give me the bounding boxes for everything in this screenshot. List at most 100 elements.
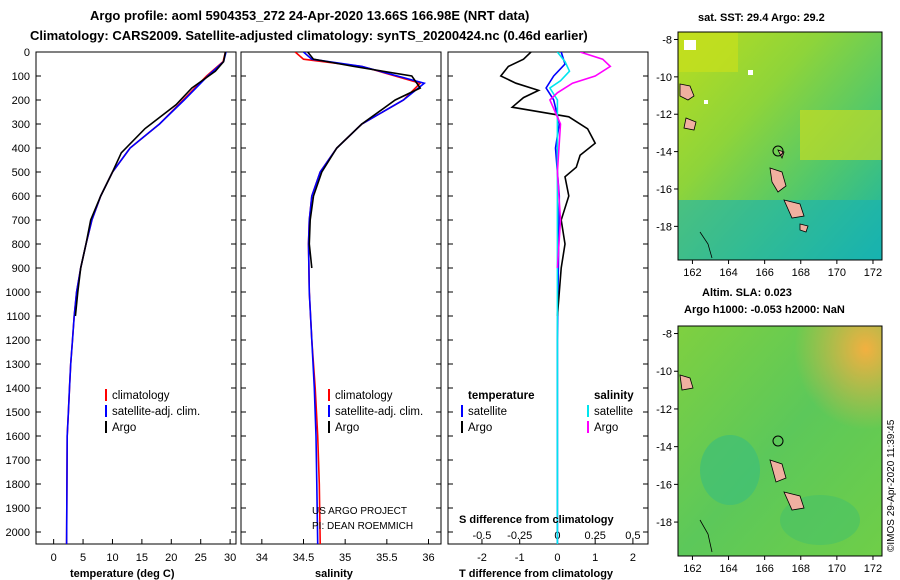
s-diff-tick-label: -0.5 (472, 530, 491, 542)
series-line-satellite-adj-clim- (65, 52, 227, 544)
island-coast (769, 167, 787, 193)
depth-tick-label: 200 (12, 95, 30, 107)
s-diff-tick-label: -0.25 (507, 530, 532, 542)
lat-tick-label: -12 (656, 109, 672, 121)
depth-tick-label: 0 (24, 47, 30, 59)
difference-plot (499, 52, 612, 544)
legend-label-t-satellite: satellite (468, 406, 507, 418)
series-line-climatology (294, 52, 422, 544)
x-tick-label: 25 (195, 552, 207, 564)
x-tick-label: 1 (592, 552, 598, 564)
temperature-xlabel: temperature (deg C) (70, 568, 175, 580)
argo-float-marker (772, 145, 784, 157)
sst-missing-cell (704, 100, 708, 104)
sst-missing-cell (748, 70, 753, 75)
lat-tick-label: -14 (656, 442, 672, 454)
lat-tick-label: -10 (656, 72, 672, 84)
legend-label-argo: Argo (112, 422, 136, 434)
depth-tick-label: 1100 (6, 311, 30, 323)
depth-tick-label: 1500 (6, 407, 30, 419)
legend-title-temperature: temperature (468, 390, 534, 402)
sst-map-title: sat. SST: 29.4 Argo: 29.2 (698, 12, 825, 24)
island-coast (783, 491, 805, 511)
sst-cool-band (678, 200, 882, 260)
depth-tick-label: 1200 (6, 335, 30, 347)
series-line-temperature-satellite (545, 52, 566, 544)
coastline (699, 519, 713, 553)
s-diff-tick-label: 0.25 (584, 530, 605, 542)
s-diff-tick-label: 0.5 (625, 530, 640, 542)
legend-label-t-argo: Argo (468, 422, 492, 434)
series-line-salinity-argo (548, 52, 612, 269)
argo-float-marker (772, 435, 784, 447)
lon-tick-label: 164 (719, 563, 737, 575)
title-line-1: Argo profile: aoml 5904353_272 24-Apr-20… (90, 8, 529, 23)
depth-tick-label: 900 (12, 263, 30, 275)
series-line-climatology (65, 52, 227, 544)
island-coast (783, 199, 805, 219)
lat-tick-label: -8 (662, 329, 672, 341)
depth-tick-label: 500 (12, 167, 30, 179)
lat-tick-label: -16 (656, 184, 672, 196)
island-coast (683, 117, 697, 131)
depth-tick-label: 1400 (6, 383, 30, 395)
salinity-xlabel: salinity (315, 568, 354, 580)
legend-label-argo: Argo (335, 422, 359, 434)
x-tick-label: 34.5 (293, 552, 314, 564)
lon-tick-label: 166 (755, 267, 773, 279)
salinity-legend: climatology satellite-adj. clim. Argo US… (312, 389, 423, 532)
x-tick-label: -2 (477, 552, 487, 564)
x-tick-label: 0 (51, 552, 57, 564)
series-line-argo (307, 52, 422, 269)
t-diff-xlabel: T difference from climatology (459, 568, 614, 580)
temperature-plot (65, 52, 227, 544)
lon-tick-label: 170 (828, 563, 846, 575)
legend-label-satellite: satellite-adj. clim. (335, 406, 423, 418)
sst-warm-patch (678, 32, 738, 72)
temperature-panel-frame (35, 51, 237, 545)
depth-tick-label: 2000 (6, 527, 30, 539)
legend-label-s-satellite: satellite (594, 406, 633, 418)
sst-warm-patch-east (800, 110, 882, 160)
lat-tick-label: -18 (656, 517, 672, 529)
x-tick-label: 35 (339, 552, 351, 564)
lat-tick-label: -12 (656, 404, 672, 416)
sla-map-title-1: Altim. SLA: 0.023 (702, 287, 792, 299)
sla-map-title-2: Argo h1000: -0.053 h2000: NaN (684, 304, 845, 316)
lon-tick-label: 172 (864, 267, 882, 279)
legend-label-climatology: climatology (112, 390, 170, 402)
x-tick-label: 36 (422, 552, 434, 564)
lat-tick-label: -14 (656, 147, 672, 159)
coastline (699, 231, 713, 259)
credit-pi: PI: DEAN ROEMMICH (312, 521, 413, 532)
map-ticks: -8 -10 -12 -14 -16 -18 162 164 166 168 170 172 -8 -10… (656, 34, 882, 575)
depth-tick-label: 700 (12, 215, 30, 227)
legend-label-climatology: climatology (335, 390, 393, 402)
lon-tick-label: 168 (792, 267, 810, 279)
depth-tick-label: 600 (12, 191, 30, 203)
x-tick-label: 2 (630, 552, 636, 564)
island-coast (769, 459, 787, 483)
x-tick-label: 15 (136, 552, 148, 564)
x-tick-label: 35.5 (376, 552, 397, 564)
salinity-panel-frame (240, 51, 442, 545)
salinity-plot (294, 52, 427, 544)
legend-title-salinity: salinity (594, 390, 634, 402)
series-line-argo (74, 52, 227, 317)
s-diff-label: S difference from climatology (459, 514, 615, 526)
sst-missing-cell (684, 40, 696, 50)
island-coast (679, 83, 695, 101)
lat-tick-label: -16 (656, 479, 672, 491)
lat-tick-label: -18 (656, 221, 672, 233)
sst-map (677, 31, 883, 261)
lon-tick-label: 162 (683, 563, 701, 575)
depth-tick-label: 800 (12, 239, 30, 251)
imos-stamp: ©IMOS 29-Apr-2020 11:39:45 (886, 419, 897, 552)
sst-map-frame (677, 31, 883, 261)
depth-tick-label: 400 (12, 143, 30, 155)
title-line-2: Climatology: CARS2009. Satellite-adjuste… (30, 28, 588, 43)
depth-tick-label: 1600 (6, 431, 30, 443)
lon-tick-label: 170 (828, 267, 846, 279)
